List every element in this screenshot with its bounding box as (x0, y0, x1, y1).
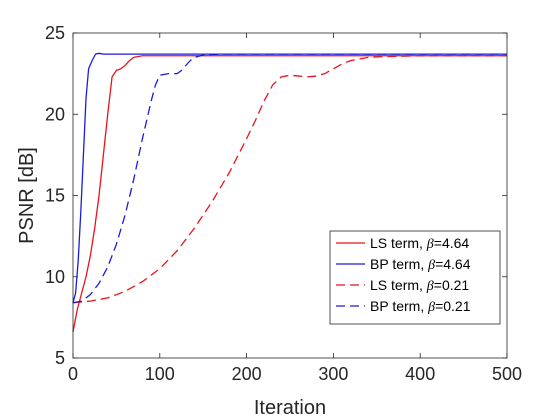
x-tick-label: 0 (68, 364, 78, 384)
legend-label-value: =0.21 (435, 298, 471, 314)
legend-label-prefix: LS term, (370, 277, 427, 293)
series-layer (72, 52, 507, 333)
y-tick-label: 5 (55, 348, 65, 368)
legend-label-prefix: LS term, (370, 235, 427, 251)
legend-label-prefix: BP term, (370, 256, 428, 272)
legend-label-beta: β (426, 279, 434, 294)
legend-label-prefix: BP term, (370, 298, 428, 314)
legend-label-2: BP term, β=4.64 (370, 256, 471, 273)
x-tick-label: 500 (492, 364, 522, 384)
legend-label-1: LS term, β=4.64 (370, 235, 469, 252)
x-tick-label: 100 (145, 364, 175, 384)
y-tick-label: 25 (45, 23, 65, 43)
legend-label-value: =4.64 (434, 235, 470, 251)
legend-label-3: LS term, β=0.21 (370, 277, 469, 294)
y-axis-label: PSNR [dB] (16, 147, 38, 244)
legend-box (329, 230, 501, 325)
legend-label-beta: β (426, 237, 434, 252)
series-line-3 (72, 55, 507, 304)
y-tick-label: 20 (45, 104, 65, 124)
legend-label-value: =4.64 (435, 256, 471, 272)
series-line-1 (72, 55, 507, 333)
y-tick-label: 10 (45, 267, 65, 287)
legend-label-beta: β (427, 300, 435, 315)
legend-label-4: BP term, β=0.21 (370, 298, 471, 315)
y-tick-label: 15 (45, 186, 65, 206)
series-line-2 (72, 52, 507, 303)
x-tick-label: 400 (405, 364, 435, 384)
legend-label-value: =0.21 (434, 277, 470, 293)
x-tick-label: 200 (232, 364, 262, 384)
x-axis-label: Iteration (254, 397, 326, 419)
legend-label-beta: β (427, 258, 435, 273)
x-tick-label: 300 (318, 364, 348, 384)
series-line-4 (72, 53, 507, 304)
axes-layer: 0 100 200 300 400 500 5 10 15 20 25 (45, 23, 522, 384)
